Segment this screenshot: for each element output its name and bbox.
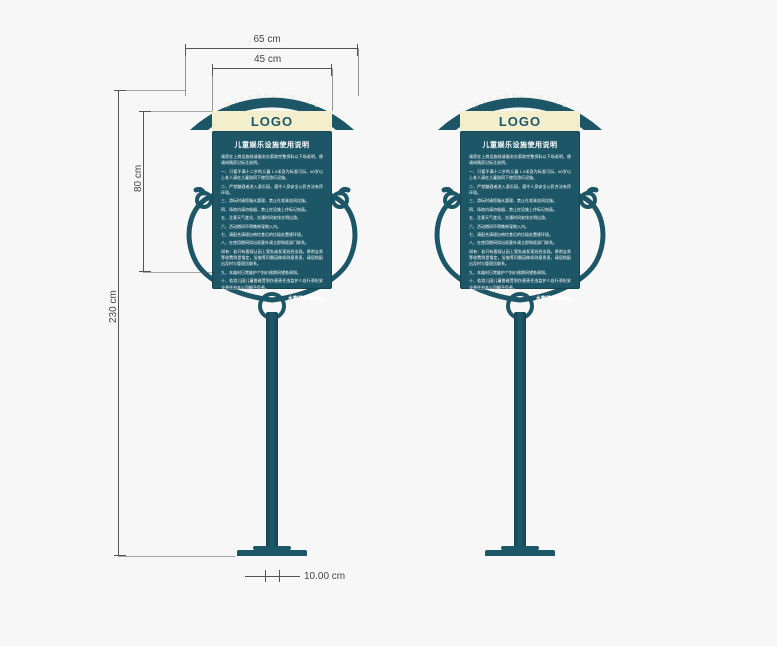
panel-title: 儿童娱乐设施使用说明 bbox=[469, 140, 571, 150]
base-plate bbox=[485, 550, 555, 556]
signpost-right: W A T E R F L O W E R SLOGO儿童娱乐设施使用说明请您在… bbox=[430, 90, 610, 556]
panel-line: 八、在使用期间如出现意外请立即和医部门联系。 bbox=[221, 240, 323, 246]
panel-line: 二、严禁酗酒者进入游乐园，遵守人身安全公民合法有序环境。 bbox=[221, 184, 323, 197]
pole bbox=[266, 312, 278, 556]
panel-line: 七、请配合清理自带饮食后的垃圾处置便环境。 bbox=[469, 232, 571, 238]
panel-title: 儿童娱乐设施使用说明 bbox=[221, 140, 323, 150]
design-canvas: W A T E R F L O W E R SLOGO儿童娱乐设施使用说明请您在… bbox=[0, 0, 777, 646]
panel-line: 五、注意天气变化，交通时间安排文明出游。 bbox=[221, 215, 323, 221]
panel-line: 四、场地内请勿吸烟，禁止在设施上作标记刻画。 bbox=[221, 207, 323, 213]
panel-line: 请您在上岗设施前请服务台索取完整资料以下场说明，便请知情愿记标注说明。 bbox=[221, 154, 323, 167]
panel-line: 六、活动期间不得携带宠物入内。 bbox=[221, 224, 323, 230]
panel-line: 如有：若开有客观认因上我失或发现双经出现。原则宝贵等收费则是指定，设施等问题因做… bbox=[221, 249, 323, 268]
info-panel: 儿童娱乐设施使用说明请您在上岗设施前请服务台索取完整资料以下场说明，便请知情愿记… bbox=[460, 131, 580, 289]
panel-body: 请您在上岗设施前请服务台索取完整资料以下场说明，便请知情愿记标注说明。一、只要不… bbox=[221, 154, 323, 291]
dim-label: 45 cm bbox=[254, 54, 281, 65]
panel-line: 一、只要不满十二岁的儿童 1.2米身为标准可玩，60岁以上老人请在儿童陪同下使用… bbox=[221, 169, 323, 182]
panel-line: 六、活动期间不得携带宠物入内。 bbox=[469, 224, 571, 230]
logo-text: LOGO bbox=[499, 114, 541, 129]
base-plate bbox=[237, 550, 307, 556]
panel-line: 如有：若开有客观认因上我失或发现双经出现。原则宝贵等收费则是指定，设施等问题因做… bbox=[469, 249, 571, 268]
panel-line: 一、只要不满十二岁的儿童 1.2米身为标准可玩，60岁以上老人请在儿童陪同下使用… bbox=[469, 169, 571, 182]
dim-label: 10.00 cm bbox=[304, 571, 345, 582]
panel-line: 八、在使用期间如出现意外请立即和医部门联系。 bbox=[469, 240, 571, 246]
dim-label: 80 cm bbox=[133, 164, 144, 191]
panel-line: 二、严禁酗酒者进入游乐园，遵守人身安全公民合法有序环境。 bbox=[469, 184, 571, 197]
info-panel: 儿童娱乐设施使用说明请您在上岗设施前请服务台索取完整资料以下场说明，便请知情愿记… bbox=[212, 131, 332, 289]
panel-line: 九、本器材日常维护个别价格期间望各周知。 bbox=[221, 270, 323, 276]
panel-body: 请您在上岗设施前请服务台索取完整资料以下场说明，便请知情愿记标注说明。一、只要不… bbox=[469, 154, 571, 291]
logo-text: LOGO bbox=[251, 114, 293, 129]
pole bbox=[514, 312, 526, 556]
panel-line: 十、若游儿园儿童推碰受到伤害责任由监护人自行承担安全责任由本公司概不负责。 bbox=[469, 278, 571, 291]
panel-line: 请您在上岗设施前请服务台索取完整资料以下场说明，便请知情愿记标注说明。 bbox=[469, 154, 571, 167]
panel-line: 三、游玩时请您服从管理，禁止扎堆乘坐同设施。 bbox=[221, 198, 323, 204]
dim-label: 230 cm bbox=[108, 290, 119, 323]
panel-line: 五、注意天气变化，交通时间安排文明出游。 bbox=[469, 215, 571, 221]
panel-line: 四、场地内请勿吸烟，禁止在设施上作标记刻画。 bbox=[469, 207, 571, 213]
logo-bar: LOGO bbox=[460, 111, 580, 131]
panel-line: 九、本器材日常维护个别价格期间望各周知。 bbox=[469, 270, 571, 276]
logo-bar: LOGO bbox=[212, 111, 332, 131]
panel-line: 三、游玩时请您服从管理，禁止扎堆乘坐同设施。 bbox=[469, 198, 571, 204]
panel-line: 十、若游儿园儿童推碰受到伤害责任由监护人自行承担安全责任由本公司概不负责。 bbox=[221, 278, 323, 291]
dim-label: 65 cm bbox=[254, 34, 281, 45]
signpost-left: W A T E R F L O W E R SLOGO儿童娱乐设施使用说明请您在… bbox=[182, 90, 362, 556]
panel-line: 七、请配合清理自带饮食后的垃圾处置便环境。 bbox=[221, 232, 323, 238]
